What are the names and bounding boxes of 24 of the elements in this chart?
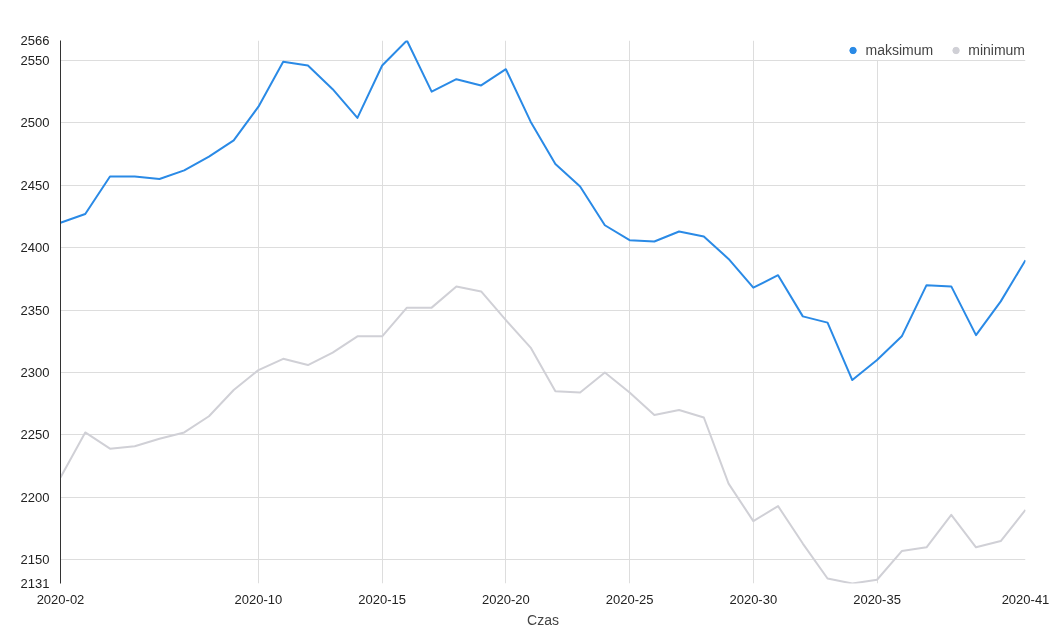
y-tick-label: 2150 [20, 552, 50, 568]
x-tick-label: 2020-10 [234, 591, 283, 607]
y-tick-label: 2350 [20, 302, 50, 318]
line-series [60, 285, 1026, 584]
y-tick-label: 2550 [20, 52, 50, 68]
x-tick-label: 2020-41 [1001, 591, 1050, 607]
y-tick-label: 2250 [20, 427, 50, 443]
y-tick-label: 2200 [20, 489, 50, 505]
x-tick-label: 2020-02 [36, 591, 85, 607]
x-tick-label: 2020-35 [853, 591, 901, 607]
y-tick-label: 2400 [20, 240, 50, 256]
y-tick-label: 2566 [20, 33, 50, 48]
x-tick-label: 2020-25 [605, 591, 654, 607]
x-tick-label: 2020-15 [358, 591, 407, 607]
y-tick-label: 2450 [20, 177, 50, 193]
line-series [60, 40, 1026, 382]
x-axis-title: Czas [527, 611, 559, 628]
x-tick-label: 2020-30 [729, 591, 778, 607]
legend-label: minimum [968, 42, 1025, 58]
y-tick-label: 2131 [20, 576, 50, 591]
y-tick-label: 2500 [20, 115, 50, 131]
x-tick-label: 2020-20 [482, 591, 530, 607]
legend-label: maksimum [865, 42, 934, 58]
y-tick-label: 2300 [20, 365, 50, 381]
